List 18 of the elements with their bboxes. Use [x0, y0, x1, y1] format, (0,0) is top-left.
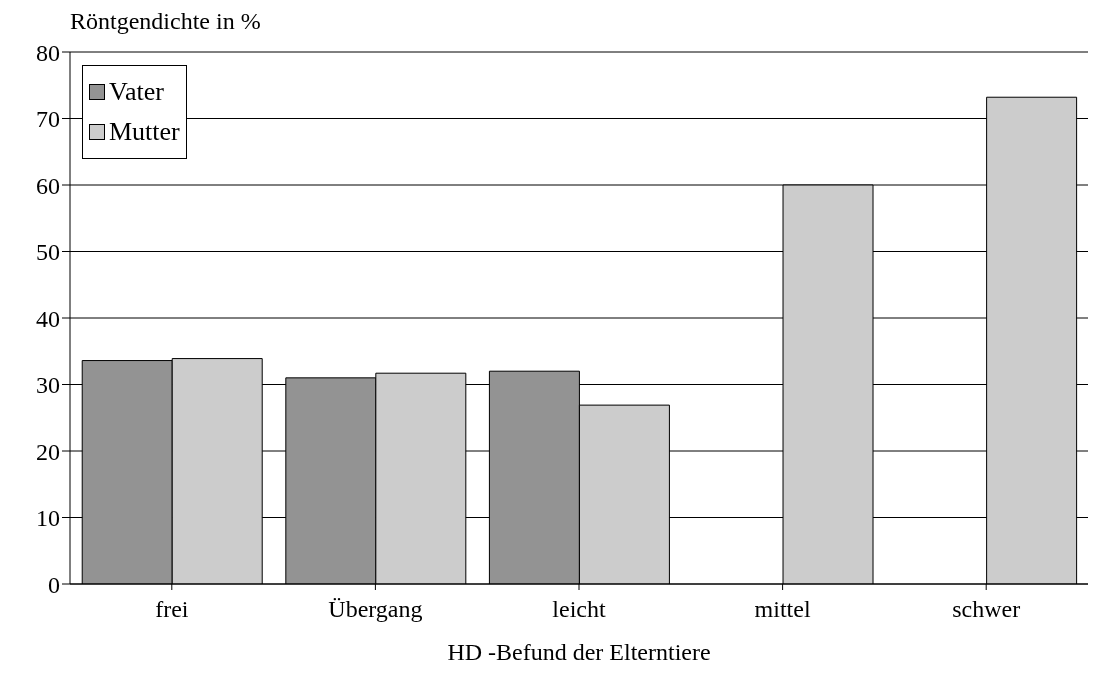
y-tick-label: 0 [48, 571, 60, 598]
y-tick-label: 80 [36, 39, 60, 66]
x-tick-label: schwer [952, 596, 1021, 623]
y-tick-label: 60 [36, 172, 60, 199]
y-tick-label: 20 [36, 438, 60, 465]
y-axis-title: Röntgendichte in % [70, 8, 261, 35]
y-tick-label: 70 [36, 106, 60, 133]
x-tick-label: frei [155, 596, 189, 623]
x-tick-label: leicht [552, 596, 606, 623]
x-tick-label: Übergang [328, 596, 423, 623]
x-axis-title: HD -Befund der Elterntiere [447, 639, 711, 665]
y-tick-label: 10 [36, 505, 60, 532]
legend-label: Mutter [109, 116, 180, 148]
legend-label: Vater [109, 76, 164, 108]
y-tick-label: 50 [36, 239, 60, 266]
y-tick-label: 30 [36, 372, 60, 399]
y-tick-label: 40 [36, 305, 60, 332]
x-tick-label: mittel [754, 596, 811, 623]
